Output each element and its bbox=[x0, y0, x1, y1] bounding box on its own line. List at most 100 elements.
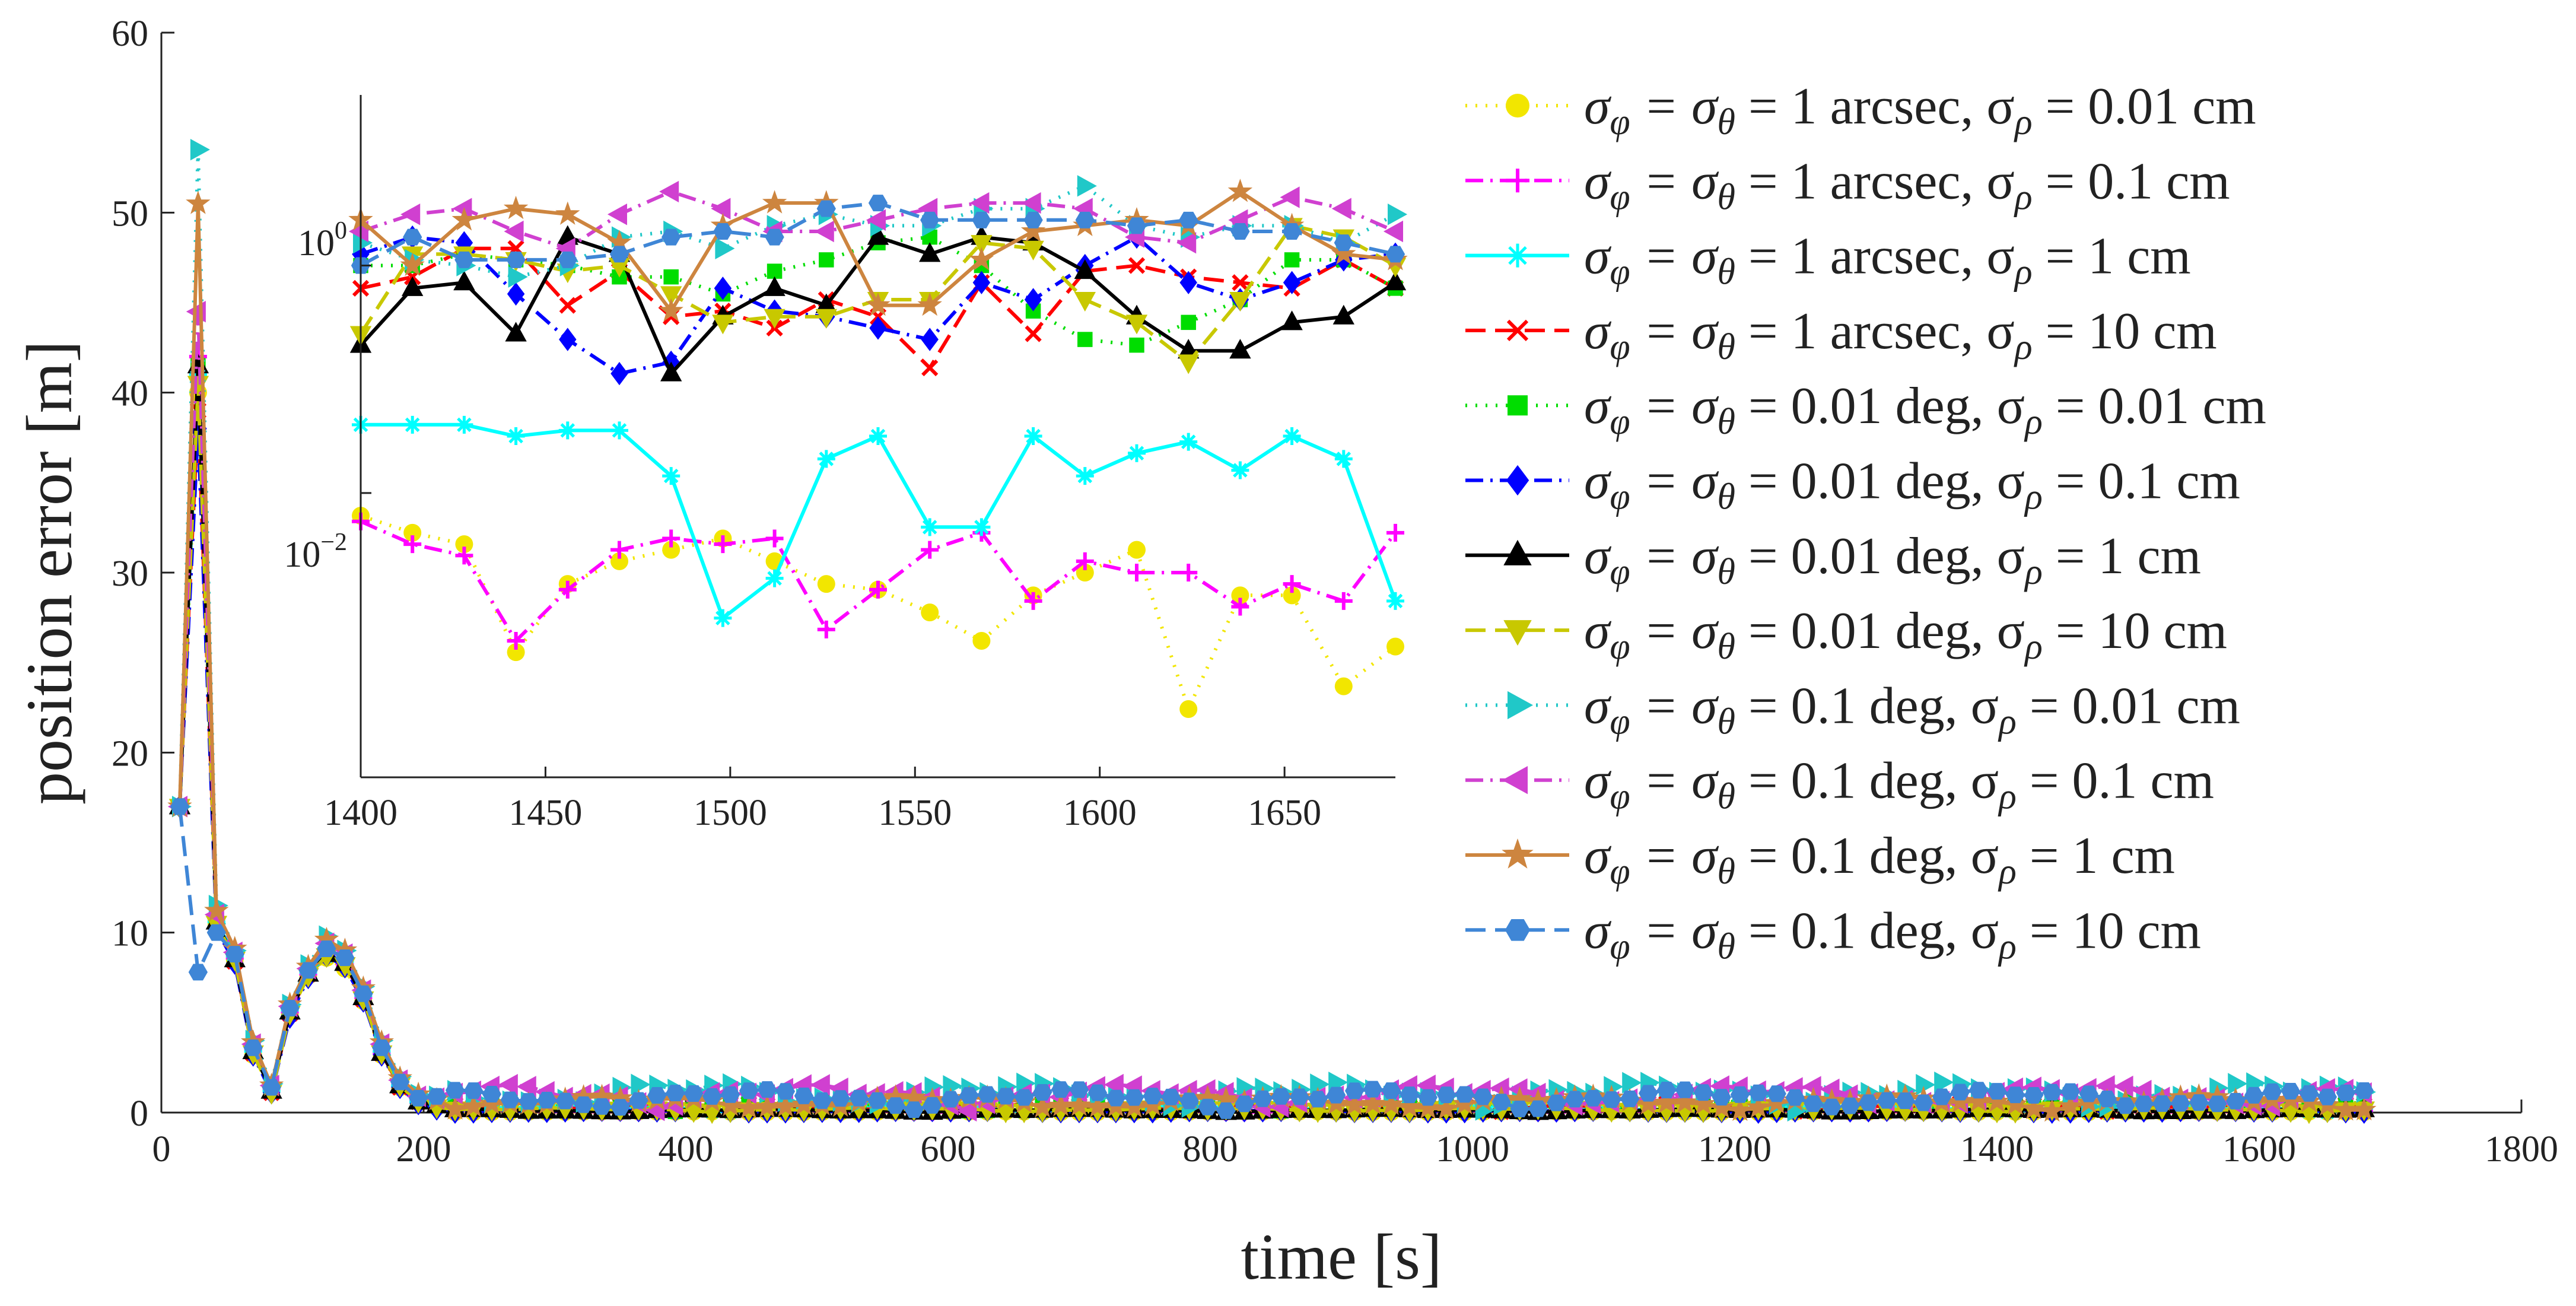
x-tick-label: 800 bbox=[1183, 1129, 1238, 1170]
inset-x-tick-label: 1600 bbox=[1063, 793, 1137, 833]
series-marker bbox=[170, 798, 190, 815]
series-marker bbox=[507, 427, 525, 445]
legend-label: σφ = σθ = 0.1 deg, σρ = 1 cm bbox=[1584, 827, 2175, 892]
series-marker bbox=[1283, 427, 1301, 445]
series-marker bbox=[869, 427, 887, 445]
inset-series-line bbox=[360, 520, 1397, 644]
series-marker bbox=[1620, 1090, 1640, 1107]
series-marker bbox=[443, 1096, 468, 1120]
series-marker bbox=[1675, 1081, 1695, 1098]
series-marker bbox=[794, 1087, 814, 1104]
series-marker bbox=[1281, 310, 1303, 331]
series-marker bbox=[206, 924, 226, 941]
series-marker bbox=[814, 220, 834, 243]
series-marker bbox=[453, 271, 475, 291]
legend-label: σφ = σθ = 0.1 deg, σρ = 0.1 cm bbox=[1584, 752, 2214, 817]
series-marker bbox=[764, 309, 785, 329]
inset-x-tick-label: 1500 bbox=[694, 793, 767, 833]
legend-entry: σφ = σθ = 1 arcsec, σρ = 10 cm bbox=[1465, 303, 2217, 367]
y-tick-label: 40 bbox=[112, 374, 148, 414]
series-marker bbox=[1730, 1086, 1750, 1103]
series-marker bbox=[959, 1087, 979, 1104]
series-marker bbox=[1506, 169, 1529, 193]
series-marker bbox=[1334, 677, 1353, 695]
series-marker bbox=[1400, 1086, 1420, 1104]
series-marker bbox=[455, 546, 473, 565]
series-marker bbox=[1712, 1089, 1732, 1106]
legend-label: σφ = σθ = 0.1 deg, σρ = 0.01 cm bbox=[1584, 677, 2240, 742]
series-marker bbox=[1283, 271, 1301, 294]
series-marker bbox=[2152, 1095, 2172, 1112]
series-marker bbox=[455, 415, 473, 434]
series-marker bbox=[454, 251, 474, 268]
series-marker bbox=[917, 292, 942, 316]
series-marker bbox=[1502, 838, 1534, 869]
y-tick-label: 0 bbox=[130, 1094, 148, 1134]
series-marker bbox=[1565, 1091, 1585, 1108]
series-marker bbox=[1229, 339, 1251, 359]
series-marker bbox=[1510, 1100, 1529, 1117]
series-marker bbox=[1334, 234, 1353, 252]
series-marker bbox=[558, 421, 577, 440]
series-marker bbox=[2058, 1093, 2083, 1117]
series-marker bbox=[1455, 1086, 1474, 1103]
series-marker bbox=[1124, 1089, 1144, 1106]
series-marker bbox=[659, 180, 679, 203]
series-marker bbox=[1896, 1092, 1915, 1110]
series-marker bbox=[2113, 1075, 2133, 1098]
series-marker bbox=[1283, 586, 1301, 605]
legend-entry: σφ = σθ = 0.1 deg, σρ = 10 cm bbox=[1465, 902, 2201, 967]
series-marker bbox=[1363, 1081, 1383, 1098]
series-marker bbox=[1076, 467, 1094, 485]
series-marker bbox=[1418, 1089, 1438, 1106]
series-marker bbox=[204, 898, 229, 921]
series-marker bbox=[972, 518, 991, 536]
legend-label: σφ = σθ = 0.01 deg, σρ = 10 cm bbox=[1584, 602, 2227, 667]
series-marker bbox=[659, 298, 683, 322]
series-marker bbox=[243, 1039, 263, 1056]
inset-plot: 1400 1450 1500 1550 1600 1650 100 10−2 bbox=[284, 95, 1408, 833]
series-marker bbox=[663, 269, 679, 285]
legend-label: σφ = σθ = 0.01 deg, σρ = 0.01 cm bbox=[1584, 377, 2266, 442]
series-marker bbox=[1968, 1082, 1989, 1099]
series-marker bbox=[1746, 1094, 1771, 1118]
series-marker bbox=[1129, 337, 1144, 353]
series-marker bbox=[1282, 223, 1302, 240]
series-marker bbox=[2021, 1095, 2046, 1120]
series-marker bbox=[507, 632, 525, 650]
series-marker bbox=[390, 1073, 410, 1091]
series-marker bbox=[1503, 620, 1532, 646]
series-marker bbox=[1327, 1086, 1346, 1104]
series-marker bbox=[971, 235, 993, 255]
x-axis-title: time [s] bbox=[1241, 1221, 1442, 1293]
inset-x-tick-label: 1550 bbox=[878, 793, 952, 833]
x-tick-label: 0 bbox=[152, 1129, 171, 1170]
series-marker bbox=[1067, 1092, 1092, 1116]
series-marker bbox=[2336, 1084, 2356, 1101]
legend-entry: σφ = σθ = 0.01 deg, σρ = 10 cm bbox=[1465, 602, 2227, 667]
series-marker bbox=[815, 309, 837, 329]
series-marker bbox=[1232, 274, 1249, 291]
legend-entry: σφ = σθ = 1 arcsec, σρ = 0.01 cm bbox=[1465, 78, 2256, 142]
series-marker bbox=[1801, 1076, 1821, 1098]
series-marker bbox=[817, 620, 835, 638]
series-marker bbox=[1840, 1097, 1860, 1114]
series-marker bbox=[702, 1088, 722, 1105]
series-marker bbox=[555, 201, 580, 225]
series-marker bbox=[1253, 1090, 1273, 1107]
series-marker bbox=[1622, 1072, 1642, 1094]
series-marker bbox=[1025, 325, 1042, 342]
series-marker bbox=[2116, 1097, 2135, 1114]
series-marker bbox=[1385, 246, 1405, 263]
series-marker bbox=[660, 361, 682, 382]
series-marker bbox=[1785, 1089, 1805, 1106]
series-marker bbox=[869, 316, 887, 340]
series-marker bbox=[1491, 1094, 1511, 1111]
series-marker bbox=[1397, 1094, 1422, 1118]
series-marker bbox=[1122, 1094, 1147, 1118]
series-marker bbox=[1069, 1081, 1089, 1098]
series-marker bbox=[712, 314, 734, 335]
series-marker bbox=[1950, 1083, 1970, 1101]
series-marker bbox=[2079, 1085, 2098, 1102]
series-marker bbox=[1334, 450, 1353, 468]
